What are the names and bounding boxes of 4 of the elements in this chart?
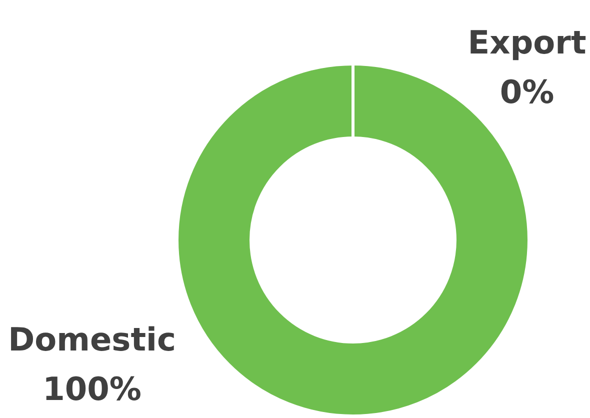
category-label: Export [468, 24, 586, 62]
text: 0% [500, 73, 554, 112]
data-label: 100% [42, 370, 142, 408]
slice-label: Domestic [8, 320, 176, 359]
